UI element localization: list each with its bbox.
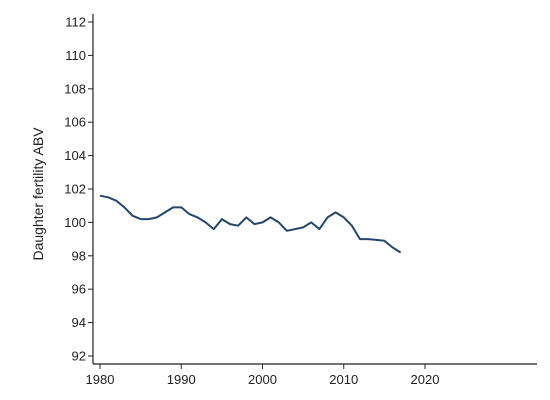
y-axis-title: Daughter fertility ABV (30, 127, 46, 261)
x-tick-label: 2000 (248, 372, 277, 387)
y-tick-label: 102 (64, 182, 86, 197)
y-tick-label: 106 (64, 115, 86, 130)
y-axis-ticks: 92 94 96 98 100 102 104 106 108 110 112 (64, 15, 93, 364)
y-tick-label: 94 (72, 315, 86, 330)
x-tick-label: 2020 (411, 372, 440, 387)
y-tick-label: 96 (72, 282, 86, 297)
y-tick-label: 112 (65, 15, 86, 30)
series-group (99, 194, 402, 254)
y-tick-label: 98 (72, 248, 86, 263)
x-tick-label: 2010 (329, 372, 358, 387)
y-tick-label: 104 (64, 148, 86, 163)
x-tick-label: 1980 (86, 372, 115, 387)
y-tick-label: 92 (72, 349, 86, 364)
y-tick-label: 110 (65, 48, 86, 63)
x-tick-label: 1990 (167, 372, 196, 387)
x-axis-ticks: 1980 1990 2000 2010 2020 (86, 364, 440, 387)
y-tick-label: 108 (64, 81, 86, 96)
y-tick-label: 100 (64, 215, 86, 230)
series-line (99, 194, 402, 254)
